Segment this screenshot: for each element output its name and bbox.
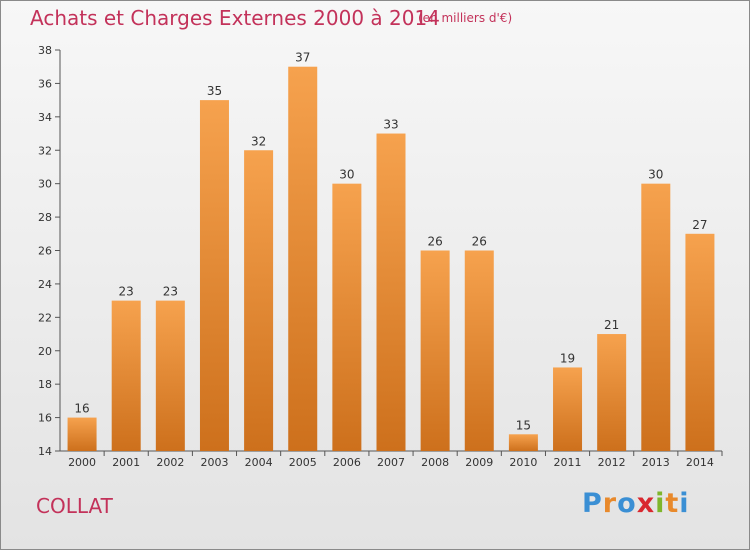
- bar: [111, 300, 141, 451]
- bar-value-label: 37: [295, 51, 310, 65]
- bar-value-label: 30: [339, 168, 354, 182]
- bar-value-label: 23: [163, 285, 178, 299]
- y-tick-label: 20: [38, 345, 52, 358]
- bar-value-label: 19: [560, 351, 575, 365]
- x-tick-label: 2006: [333, 456, 361, 469]
- bar-value-label: 32: [251, 134, 266, 148]
- bar-value-label: 26: [427, 235, 442, 249]
- chart-title: Achats et Charges Externes 2000 à 2014: [30, 6, 440, 30]
- x-tick-label: 2011: [554, 456, 582, 469]
- x-tick-label: 2004: [245, 456, 273, 469]
- bar: [199, 100, 229, 451]
- x-tick-label: 2012: [598, 456, 626, 469]
- logo-letter: o: [617, 488, 637, 519]
- bar: [420, 250, 450, 451]
- y-tick-label: 32: [38, 144, 52, 157]
- x-tick-label: 2013: [642, 456, 670, 469]
- bar: [244, 150, 274, 451]
- logo-letter: i: [679, 488, 690, 519]
- x-tick-label: 2010: [509, 456, 537, 469]
- y-tick-label: 16: [38, 412, 52, 425]
- logo-letter: t: [665, 488, 680, 519]
- y-tick-label: 30: [38, 178, 52, 191]
- bar-value-label: 35: [207, 84, 222, 98]
- y-tick-label: 28: [38, 211, 52, 224]
- y-tick-label: 26: [38, 245, 52, 258]
- bar: [67, 417, 97, 451]
- bar: [464, 250, 494, 451]
- place-name: COLLAT: [36, 494, 113, 518]
- x-tick-label: 2014: [686, 456, 714, 469]
- logo-letter: r: [602, 488, 618, 519]
- x-tick-label: 2007: [377, 456, 405, 469]
- bar: [376, 133, 406, 451]
- x-tick-label: 2001: [112, 456, 140, 469]
- y-tick-label: 36: [38, 77, 52, 90]
- x-tick-label: 2008: [421, 456, 449, 469]
- logo-letter: P: [582, 488, 603, 519]
- x-tick-label: 2003: [200, 456, 228, 469]
- bar-value-label: 23: [119, 285, 134, 299]
- bar-value-label: 30: [648, 168, 663, 182]
- y-tick-label: 34: [38, 111, 52, 124]
- logo-letter: x: [636, 488, 656, 519]
- bar-value-label: 26: [472, 235, 487, 249]
- chart-unit: (en milliers d'€): [418, 11, 513, 25]
- bar: [641, 183, 671, 451]
- bar: [597, 334, 627, 451]
- bar: [288, 66, 318, 451]
- y-tick-label: 22: [38, 311, 52, 324]
- y-tick-label: 14: [38, 445, 52, 458]
- y-tick-label: 38: [38, 44, 52, 57]
- bar-value-label: 33: [383, 118, 398, 132]
- x-tick-label: 2000: [68, 456, 96, 469]
- bar: [155, 300, 185, 451]
- x-tick-label: 2005: [289, 456, 317, 469]
- bar-value-label: 27: [692, 218, 707, 232]
- bar-value-label: 15: [516, 418, 531, 432]
- bar: [553, 367, 583, 451]
- bar: [508, 434, 538, 451]
- bar: [332, 183, 362, 451]
- y-tick-label: 18: [38, 378, 52, 391]
- y-tick-label: 24: [38, 278, 52, 291]
- proxiti-logo: Proxiti: [582, 488, 690, 519]
- x-tick-label: 2002: [156, 456, 184, 469]
- bar-value-label: 21: [604, 318, 619, 332]
- bar: [685, 233, 715, 451]
- x-tick-label: 2009: [465, 456, 493, 469]
- bar-value-label: 16: [74, 402, 89, 416]
- logo-letter: i: [655, 488, 666, 519]
